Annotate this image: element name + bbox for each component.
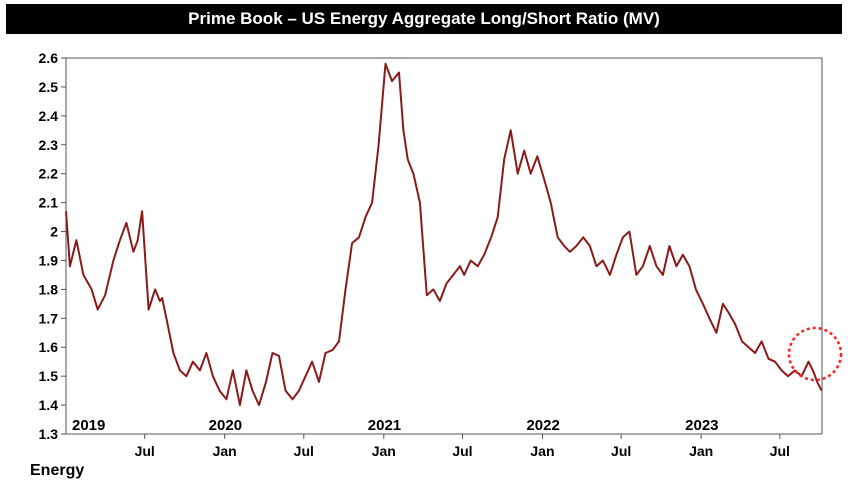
y-tick-label: 1.3 <box>39 426 59 442</box>
month-label: Jan <box>530 443 554 459</box>
month-label: Jan <box>689 443 713 459</box>
y-tick-label: 2.5 <box>39 79 59 95</box>
y-tick-label: 1.8 <box>39 281 59 297</box>
month-label: Jul <box>294 443 314 459</box>
y-tick-label: 2.6 <box>39 50 59 66</box>
year-label: 2021 <box>368 417 401 434</box>
month-label: Jul <box>770 443 790 459</box>
legend-entry-energy: Energy <box>30 462 85 479</box>
series-line-energy <box>65 62 823 407</box>
month-labels: Jul Jan Jul Jan Jul Jan Jul Jan Jul <box>135 434 790 459</box>
chart-title: Prime Book – US Energy Aggregate Long/Sh… <box>6 4 842 34</box>
series-lines <box>65 62 823 407</box>
y-axis: 1.3 1.4 1.5 1.6 1.7 1.8 1.9 2 2.1 2.2 2.3 2.4 2.5 2.6 <box>39 50 66 442</box>
year-label: 2019 <box>72 417 105 434</box>
y-tick-label: 1.9 <box>39 252 59 268</box>
month-label: Jul <box>611 443 631 459</box>
y-tick-label: 2.2 <box>39 166 59 182</box>
month-label: Jul <box>135 443 155 459</box>
year-label: 2022 <box>526 417 559 434</box>
year-labels: 2019 2020 2021 2022 2023 <box>72 417 719 434</box>
y-tick-label: 2 <box>50 224 58 240</box>
plot-area <box>65 57 823 435</box>
y-tick-label: 2.1 <box>39 195 59 211</box>
highlight-circle <box>787 326 843 382</box>
y-tick-label: 1.6 <box>39 339 59 355</box>
year-label: 2020 <box>209 417 242 434</box>
y-tick-label: 1.4 <box>39 397 59 413</box>
month-label: Jan <box>372 443 396 459</box>
month-label: Jul <box>452 443 472 459</box>
y-tick-label: 2.4 <box>39 108 59 124</box>
y-tick-label: 2.3 <box>39 137 59 153</box>
y-tick-label: 1.7 <box>39 310 59 326</box>
year-label: 2023 <box>685 417 718 434</box>
y-tick-label: 1.5 <box>39 368 59 384</box>
month-label: Jan <box>213 443 237 459</box>
